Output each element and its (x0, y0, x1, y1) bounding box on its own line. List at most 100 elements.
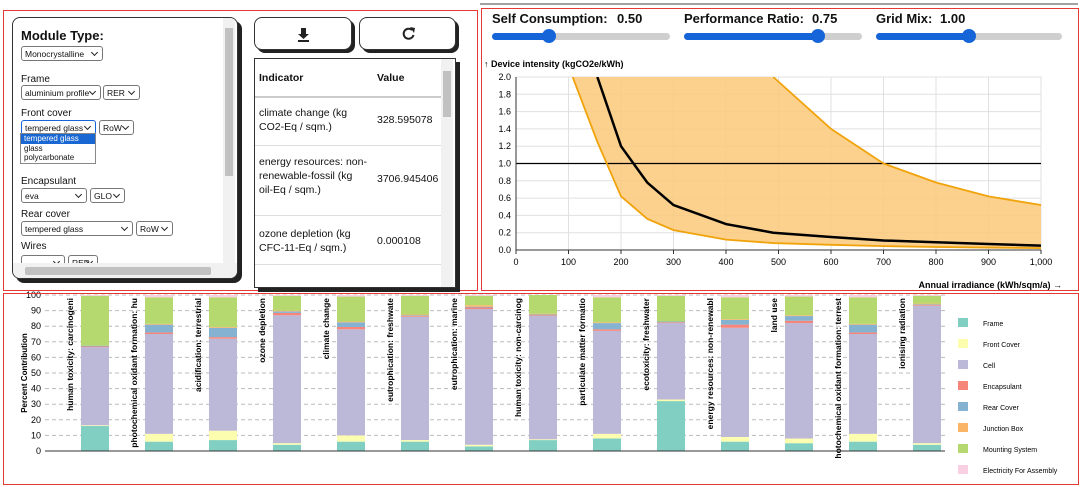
bar-segment (401, 295, 429, 296)
bar-segment (465, 446, 493, 451)
bar-segment (465, 309, 493, 445)
header-rule (255, 96, 441, 98)
region-select[interactable]: RoW (136, 221, 173, 236)
legend-label: Mounting System (983, 447, 1037, 454)
material-select[interactable]: aluminium profile (21, 85, 101, 100)
bar-segment (81, 347, 109, 426)
bar-segment (273, 311, 301, 313)
bar-segment (593, 323, 621, 330)
x-category-label: climate change (321, 298, 331, 360)
download-button[interactable] (254, 17, 352, 50)
row-rule (255, 264, 441, 265)
x-category-label: human toxicity: non-carcinog (513, 298, 523, 417)
dropdown-option[interactable]: glass (24, 143, 43, 153)
slider-track[interactable] (492, 29, 670, 43)
slider-track[interactable] (876, 29, 1062, 43)
bar-segment (145, 441, 173, 451)
bar-segment (593, 330, 621, 434)
bar-segment (657, 401, 685, 451)
slider-thumb[interactable] (542, 29, 556, 43)
bar-segment (785, 316, 813, 321)
bar-segment (529, 440, 557, 451)
bar-segment (657, 322, 685, 324)
bar-segment (913, 305, 941, 444)
region-select[interactable]: GLO (90, 188, 125, 203)
material-select[interactable]: eva (21, 188, 87, 203)
y-tick-label: 1.2 (498, 141, 511, 151)
y-axis-label: ↑ Device intensity (kgCO2e/kWh) (484, 59, 624, 69)
bar-segment (529, 315, 557, 317)
module-select[interactable]: Monocrystalline (21, 46, 103, 61)
h-scroll-thumb[interactable] (25, 267, 211, 275)
slider-thumb[interactable] (962, 29, 976, 43)
bar-segment (209, 338, 237, 431)
bar-segment (81, 345, 109, 347)
x-category-label: ozone depletion (257, 298, 267, 363)
row-rule (255, 215, 441, 216)
series-line (571, 77, 1041, 249)
download-icon (298, 28, 309, 42)
v-scrollbar[interactable] (223, 18, 235, 263)
bar-segment (465, 444, 493, 447)
band-fill (572, 77, 1041, 249)
h-scrollbar[interactable] (13, 263, 237, 278)
slider-label: Self Consumption: (492, 11, 608, 26)
bar-segment (401, 316, 429, 441)
material-select[interactable]: tempered glass (21, 221, 133, 236)
bar-segment (145, 334, 173, 434)
dropdown-option[interactable]: polycarbonate (24, 153, 75, 162)
bar-segment (209, 327, 237, 338)
bar-segment (785, 296, 813, 316)
v-scrollbar[interactable] (441, 59, 453, 287)
table-cell: 3706.945406 (377, 173, 439, 185)
bar-segment (721, 319, 749, 325)
legend-label: Junction Box (983, 426, 1024, 433)
bar-segment (529, 313, 557, 315)
legend-swatch (958, 381, 968, 390)
field-label: Wires (21, 241, 47, 252)
slider-value: 1.00 (940, 11, 966, 26)
refresh-icon (402, 27, 415, 40)
bar-segment (273, 295, 301, 296)
bar-segment (401, 441, 429, 451)
bar-segment (465, 306, 493, 308)
bar-segment (721, 324, 749, 328)
dropdown-option[interactable]: tempered glass (21, 134, 95, 144)
x-tick-label: 500 (771, 257, 786, 267)
region-select[interactable]: RoW (99, 120, 134, 135)
y-tick-label: 10 (31, 430, 41, 440)
dropdown-list: tempered glass glass polycarbonate (20, 133, 96, 164)
bar-segment (913, 295, 941, 296)
y-tick-label: 30 (31, 399, 41, 409)
v-scroll-thumb[interactable] (443, 71, 451, 117)
x-category-label: eutrophication: marine (449, 298, 459, 390)
slider-thumb[interactable] (811, 29, 825, 43)
table-header: Value (377, 72, 405, 84)
y-tick-label: 0 (36, 446, 41, 456)
x-category-label: ecotoxicity: freshwater (641, 297, 651, 390)
legend-swatch (958, 465, 968, 474)
x-category-label: particulate matter formatio (577, 298, 587, 406)
settings-frame (3, 10, 478, 291)
x-category-label: land use (769, 298, 779, 333)
x-tick-label: 700 (876, 257, 891, 267)
refresh-button[interactable] (359, 17, 456, 50)
slider-track[interactable] (684, 29, 862, 43)
bar-segment (337, 321, 365, 323)
bar-segment (401, 314, 429, 316)
region-select[interactable]: RER (103, 85, 140, 100)
bar-segment (465, 295, 493, 296)
bar-segment (337, 435, 365, 442)
legend-swatch (958, 402, 968, 411)
bar-segment (145, 295, 173, 298)
bar-segment (209, 430, 237, 441)
bar-segment (209, 295, 237, 298)
bar-segment (785, 315, 813, 317)
legend-swatch (958, 339, 968, 348)
bar-segment (337, 295, 365, 297)
bar-segment (337, 322, 365, 327)
v-scroll-thumb[interactable] (225, 28, 233, 176)
table-cell: ozone depletion (kg CFC-11-Eq / sqm.) (259, 228, 351, 254)
